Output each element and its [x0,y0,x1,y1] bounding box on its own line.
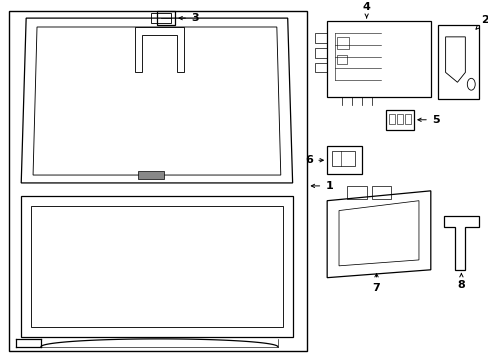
Text: 7: 7 [372,274,380,293]
Text: 6: 6 [305,155,323,165]
Text: 8: 8 [457,274,464,289]
Text: 2: 2 [475,15,488,29]
Text: 4: 4 [362,2,370,18]
Text: 1: 1 [311,181,332,191]
Polygon shape [138,171,164,179]
Text: 3: 3 [179,13,198,23]
Text: 5: 5 [417,115,439,125]
